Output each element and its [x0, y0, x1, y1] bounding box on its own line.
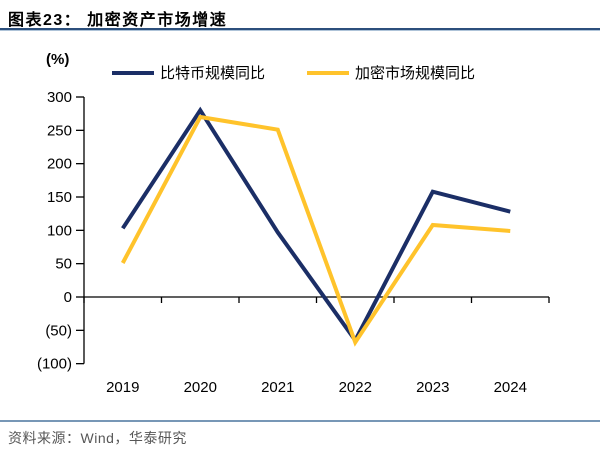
x-axis-label: 2019: [106, 379, 139, 396]
title-divider: [0, 28, 600, 31]
legend-item-crypto-market-yoy: 加密市场规模同比: [307, 62, 475, 83]
y-axis-label: 200: [47, 156, 72, 173]
x-axis-label: 2021: [261, 379, 294, 396]
x-axis-label: 2023: [416, 379, 449, 396]
y-axis-label: 50: [55, 256, 72, 273]
series-line-bitcoin-yoy: [121, 106, 511, 345]
line-chart: (100) (50) 0 50 100 150 200 250 300 2019 2020 2021 2…: [37, 90, 550, 396]
x-axis-label: 2024: [494, 379, 527, 396]
legend-item-bitcoin-yoy: 比特币规模同比: [112, 62, 265, 83]
x-axis-label: 2020: [184, 379, 217, 396]
y-axis-label: 150: [47, 189, 72, 206]
y-axis-unit-label: (%): [46, 51, 70, 68]
y-axis-label: (50): [45, 322, 72, 339]
footer-divider: [0, 420, 600, 422]
bitcoin-series-swatch: [112, 70, 154, 75]
source-note: 资料来源：Wind，华泰研究: [8, 430, 187, 446]
legend-label-bitcoin-yoy: 比特币规模同比: [160, 65, 266, 82]
y-axis-label: 300: [47, 90, 72, 106]
y-axis-label: 100: [47, 222, 72, 239]
legend-label-crypto-market-yoy: 加密市场规模同比: [355, 65, 476, 82]
x-axis-label: 2022: [339, 379, 372, 396]
series-line-crypto-market-yoy: [120, 114, 511, 347]
chart-legend: 比特币规模同比 加密市场规模同比: [112, 62, 475, 83]
crypto-market-series-swatch: [307, 70, 350, 75]
y-axis-label: 250: [47, 122, 72, 139]
y-axis-label: (100): [37, 356, 72, 373]
figure-title: 图表23： 加密资产市场增速: [8, 12, 228, 29]
y-axis-label: 0: [64, 289, 72, 306]
